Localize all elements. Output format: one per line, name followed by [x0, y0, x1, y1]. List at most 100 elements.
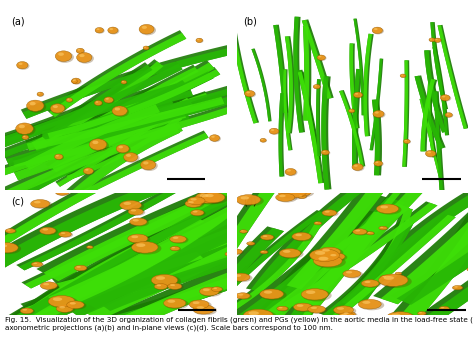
Polygon shape — [285, 36, 295, 134]
Ellipse shape — [121, 81, 127, 84]
Ellipse shape — [247, 242, 256, 246]
Polygon shape — [0, 144, 186, 269]
Ellipse shape — [143, 161, 149, 165]
Ellipse shape — [314, 85, 321, 90]
Ellipse shape — [352, 164, 364, 171]
Polygon shape — [198, 211, 325, 321]
Ellipse shape — [306, 290, 315, 294]
Polygon shape — [98, 243, 279, 311]
Ellipse shape — [77, 266, 81, 268]
Ellipse shape — [240, 230, 248, 233]
Ellipse shape — [405, 140, 407, 141]
Ellipse shape — [173, 237, 178, 239]
Ellipse shape — [279, 187, 310, 199]
Ellipse shape — [447, 113, 449, 115]
Ellipse shape — [380, 275, 392, 280]
Polygon shape — [252, 48, 272, 121]
Ellipse shape — [72, 80, 78, 84]
Ellipse shape — [280, 249, 304, 259]
Ellipse shape — [380, 205, 388, 208]
Ellipse shape — [0, 243, 18, 253]
Ellipse shape — [79, 54, 85, 57]
Ellipse shape — [193, 211, 198, 213]
Ellipse shape — [384, 276, 394, 280]
Polygon shape — [19, 182, 189, 270]
Ellipse shape — [157, 285, 161, 286]
Ellipse shape — [318, 257, 328, 261]
Ellipse shape — [6, 229, 17, 234]
Ellipse shape — [440, 95, 451, 101]
Ellipse shape — [55, 51, 72, 62]
Ellipse shape — [94, 101, 102, 106]
Ellipse shape — [321, 150, 329, 155]
Polygon shape — [292, 210, 390, 312]
Ellipse shape — [197, 39, 200, 40]
Polygon shape — [52, 112, 186, 172]
Polygon shape — [13, 230, 242, 335]
Polygon shape — [89, 226, 368, 341]
Ellipse shape — [232, 274, 253, 282]
Polygon shape — [0, 64, 183, 145]
Polygon shape — [279, 93, 284, 176]
Ellipse shape — [84, 168, 95, 175]
Ellipse shape — [429, 38, 436, 42]
Ellipse shape — [359, 300, 384, 310]
Polygon shape — [363, 34, 372, 136]
Ellipse shape — [375, 112, 379, 114]
Ellipse shape — [89, 139, 107, 150]
Ellipse shape — [279, 195, 286, 197]
Polygon shape — [25, 203, 199, 289]
Polygon shape — [0, 88, 193, 163]
Ellipse shape — [95, 101, 103, 106]
Ellipse shape — [374, 28, 377, 30]
Polygon shape — [273, 25, 287, 113]
Ellipse shape — [55, 189, 69, 195]
Ellipse shape — [88, 246, 90, 247]
Polygon shape — [21, 42, 245, 119]
Polygon shape — [420, 79, 437, 151]
Polygon shape — [0, 120, 183, 205]
Ellipse shape — [353, 229, 367, 235]
Ellipse shape — [53, 105, 58, 108]
Ellipse shape — [197, 306, 204, 309]
Polygon shape — [0, 156, 227, 269]
Ellipse shape — [315, 222, 318, 223]
Ellipse shape — [339, 313, 357, 320]
Polygon shape — [424, 50, 448, 133]
Polygon shape — [90, 200, 287, 308]
Ellipse shape — [285, 168, 296, 175]
Polygon shape — [180, 226, 284, 336]
Polygon shape — [25, 236, 206, 316]
Ellipse shape — [123, 202, 131, 205]
Ellipse shape — [292, 232, 311, 241]
Polygon shape — [21, 101, 160, 170]
Polygon shape — [390, 177, 473, 305]
Polygon shape — [20, 232, 206, 316]
Polygon shape — [47, 69, 220, 139]
Ellipse shape — [295, 234, 302, 236]
Ellipse shape — [66, 98, 73, 102]
Ellipse shape — [16, 123, 33, 134]
Polygon shape — [5, 93, 231, 166]
Polygon shape — [321, 76, 332, 190]
Polygon shape — [5, 214, 204, 326]
Ellipse shape — [301, 289, 328, 300]
Ellipse shape — [231, 273, 250, 281]
Ellipse shape — [85, 169, 88, 171]
Polygon shape — [383, 207, 473, 330]
Ellipse shape — [210, 135, 219, 141]
Polygon shape — [353, 19, 365, 115]
Ellipse shape — [189, 300, 209, 309]
Ellipse shape — [354, 92, 364, 98]
Polygon shape — [57, 113, 170, 187]
Polygon shape — [342, 208, 412, 305]
Ellipse shape — [56, 305, 73, 312]
Polygon shape — [280, 148, 413, 289]
Polygon shape — [321, 76, 329, 190]
Ellipse shape — [243, 309, 273, 322]
Text: (b): (b) — [244, 16, 257, 26]
Ellipse shape — [434, 38, 442, 43]
Polygon shape — [249, 200, 410, 330]
Ellipse shape — [156, 276, 165, 280]
Ellipse shape — [246, 91, 250, 93]
